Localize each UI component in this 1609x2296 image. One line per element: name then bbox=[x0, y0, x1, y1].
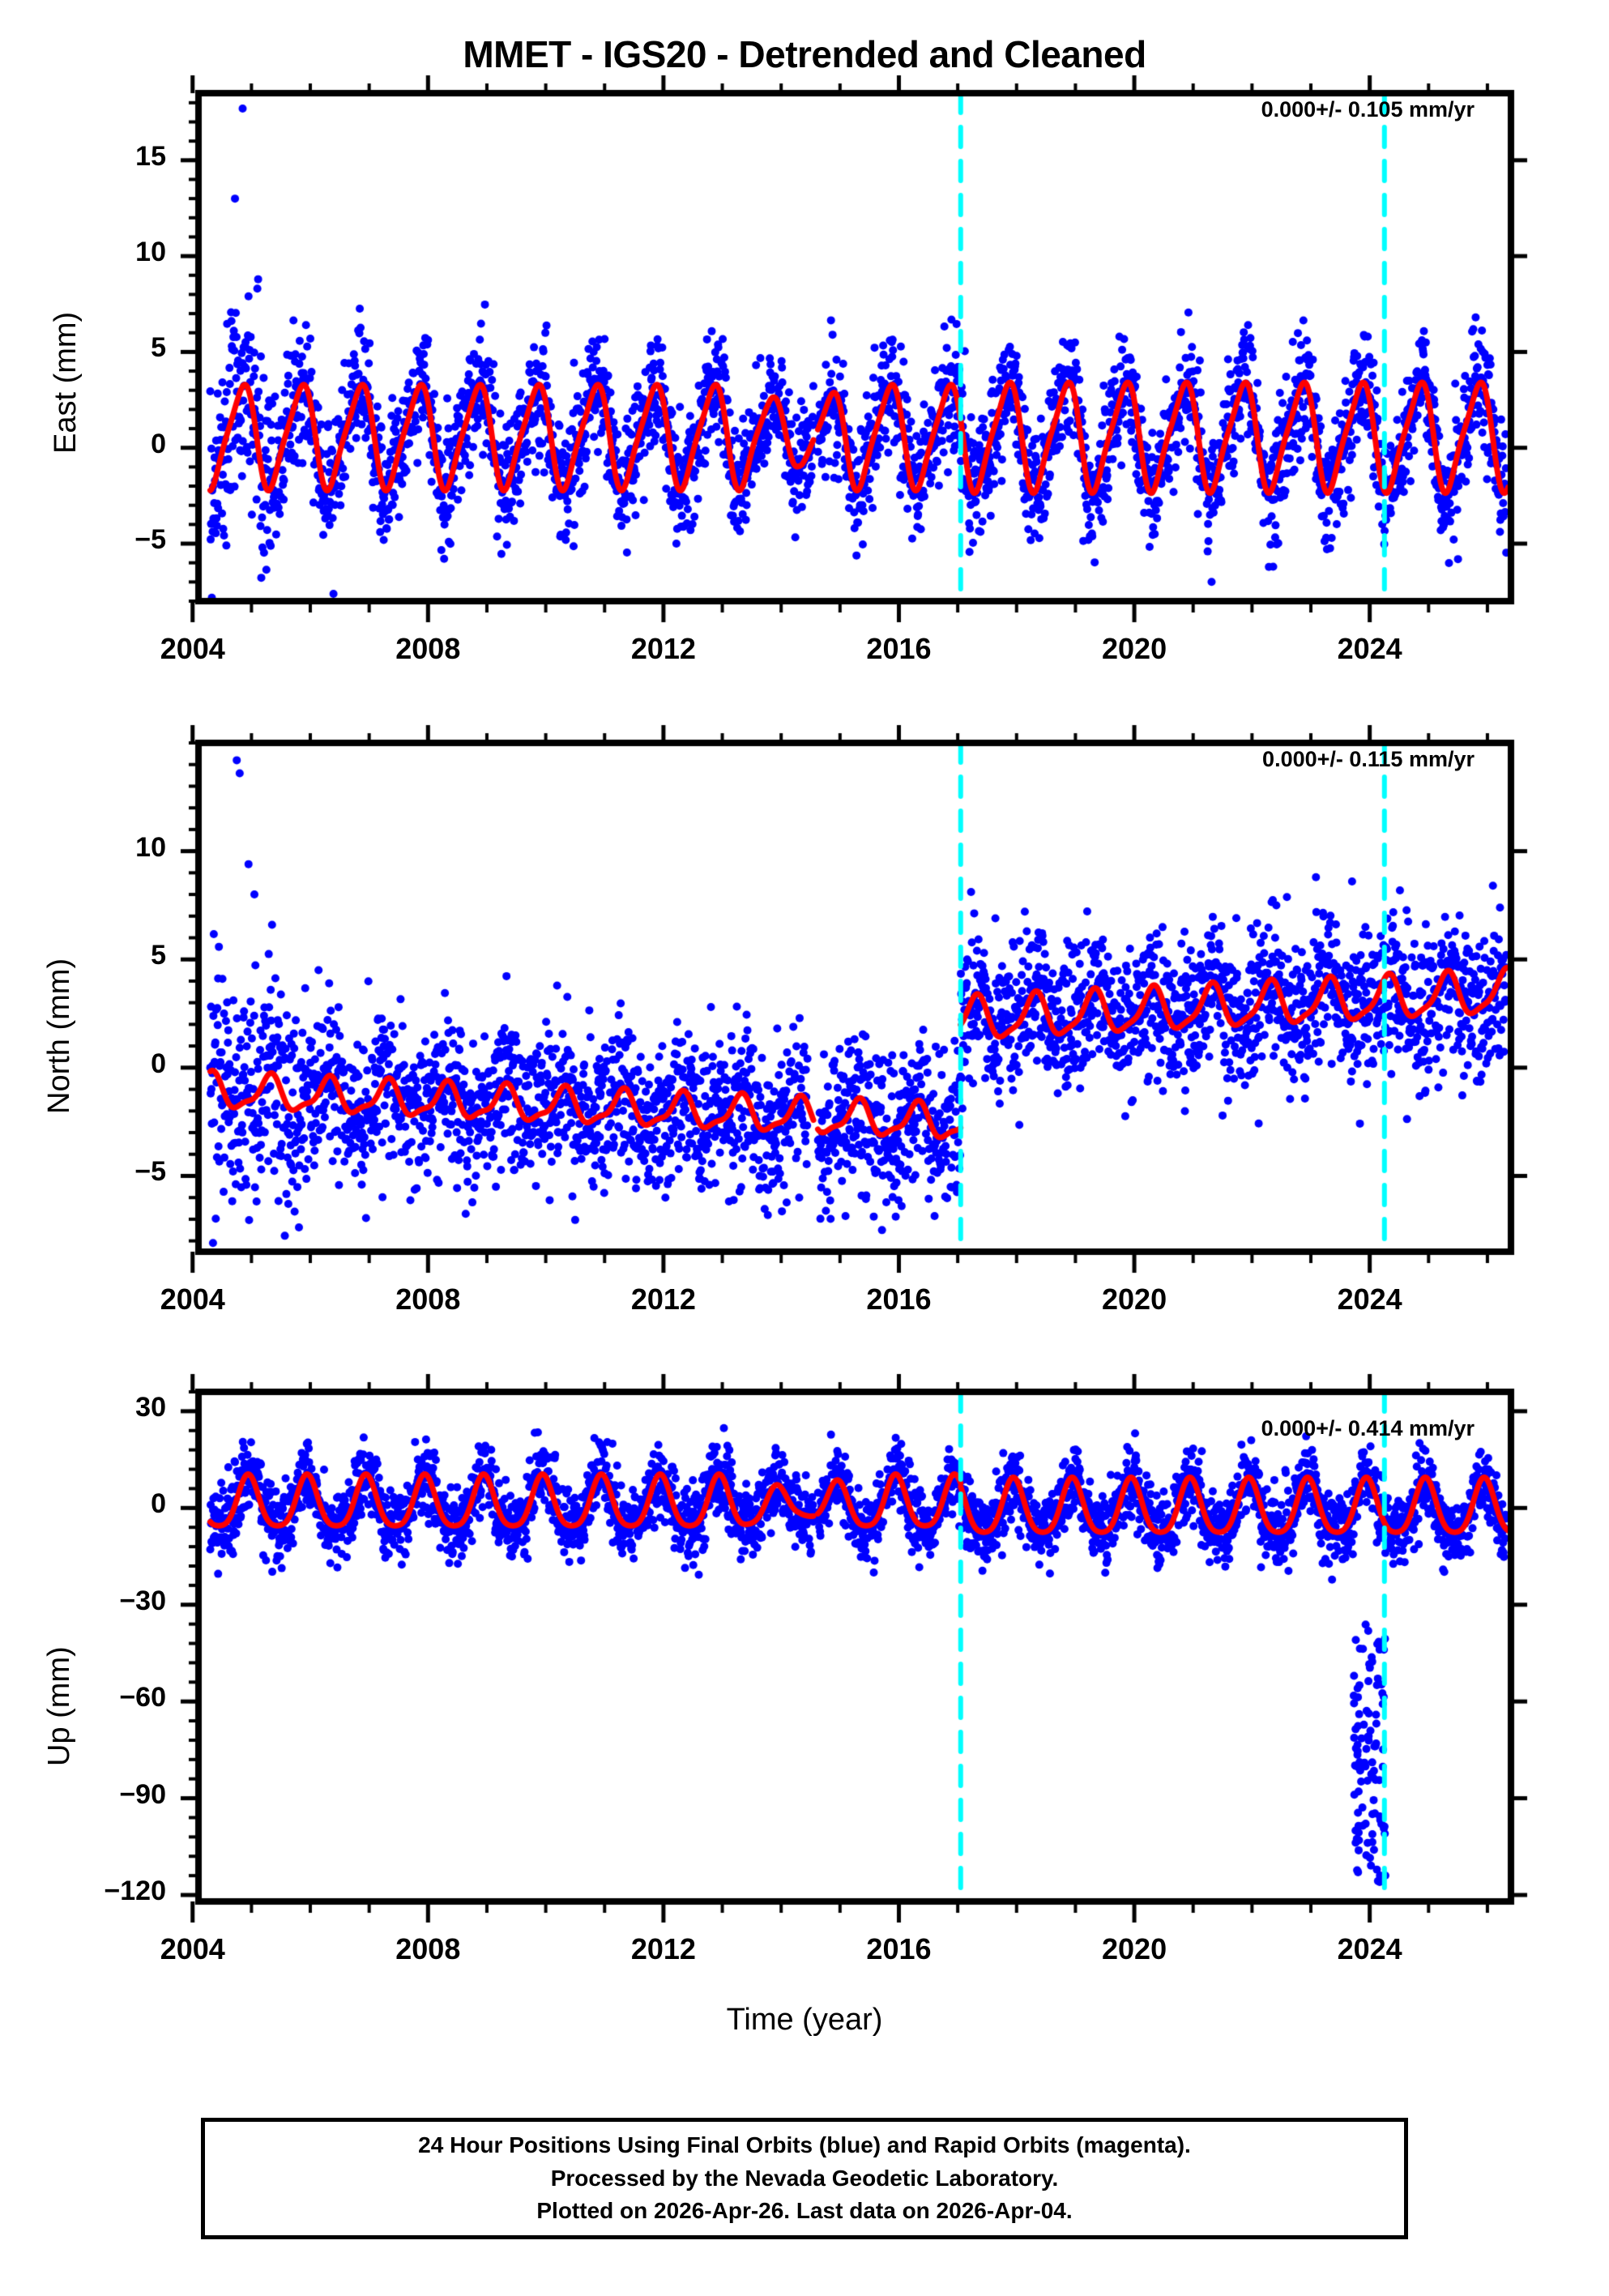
east-ytick-4: 15 bbox=[135, 140, 166, 172]
east-xtick-3: 2016 bbox=[866, 632, 932, 665]
north-xtick-1: 2008 bbox=[395, 1282, 461, 1316]
north-rate-annotation: 0.000+/- 0.115 mm/yr bbox=[1262, 747, 1475, 771]
up-ytick-5: −120 bbox=[104, 1876, 166, 1907]
caption-line-2: Processed by the Nevada Geodetic Laborat… bbox=[550, 2165, 1059, 2191]
up-xtick-4: 2020 bbox=[1102, 1932, 1167, 1965]
east-ytick-1: 0 bbox=[151, 428, 166, 459]
x-axis-label: Time (year) bbox=[726, 2003, 883, 2037]
up-ytick-0: 30 bbox=[135, 1391, 166, 1423]
up-ytick-2: −30 bbox=[119, 1585, 166, 1616]
east-rate-annotation: 0.000+/- 0.105 mm/yr bbox=[1261, 97, 1475, 122]
up-xtick-1: 2008 bbox=[395, 1932, 461, 1965]
east-xtick-2: 2012 bbox=[630, 632, 696, 665]
north-xtick-0: 2004 bbox=[160, 1282, 225, 1316]
north-xtick-4: 2020 bbox=[1102, 1282, 1167, 1316]
north-xtick-3: 2016 bbox=[866, 1282, 932, 1316]
east-xtick-5: 2024 bbox=[1337, 632, 1402, 665]
north-ytick-0: −5 bbox=[134, 1156, 166, 1188]
north-xtick-2: 2012 bbox=[630, 1282, 696, 1316]
north-xtick-5: 2024 bbox=[1337, 1282, 1402, 1316]
north-ytick-3: 10 bbox=[135, 831, 166, 863]
east-ytick-0: −5 bbox=[134, 524, 166, 556]
up-rate-annotation: 0.000+/- 0.414 mm/yr bbox=[1261, 1416, 1475, 1440]
east-xtick-4: 2020 bbox=[1102, 632, 1167, 665]
up-ytick-1: 0 bbox=[151, 1488, 166, 1520]
caption-line-1: 24 Hour Positions Using Final Orbits (bl… bbox=[418, 2132, 1191, 2158]
up-ytick-4: −90 bbox=[119, 1778, 166, 1810]
north-y-axis-label: North (mm) bbox=[42, 958, 76, 1114]
north-ytick-1: 0 bbox=[151, 1048, 166, 1079]
up-xtick-5: 2024 bbox=[1337, 1932, 1402, 1965]
east-xtick-0: 2004 bbox=[160, 632, 225, 665]
east-ytick-2: 5 bbox=[151, 332, 166, 364]
north-ytick-2: 5 bbox=[151, 940, 166, 971]
figure-caption-box: 24 Hour Positions Using Final Orbits (bl… bbox=[201, 2118, 1408, 2239]
caption-line-3: Plotted on 2026-Apr-26. Last data on 202… bbox=[536, 2198, 1073, 2224]
up-xtick-3: 2016 bbox=[866, 1932, 932, 1965]
up-xtick-2: 2012 bbox=[630, 1932, 696, 1965]
east-xtick-1: 2008 bbox=[395, 632, 461, 665]
up-xtick-0: 2004 bbox=[160, 1932, 225, 1965]
page-title: MMET - IGS20 - Detrended and Cleaned bbox=[463, 33, 1146, 75]
east-ytick-3: 10 bbox=[135, 237, 166, 268]
up-ytick-3: −60 bbox=[119, 1682, 166, 1713]
